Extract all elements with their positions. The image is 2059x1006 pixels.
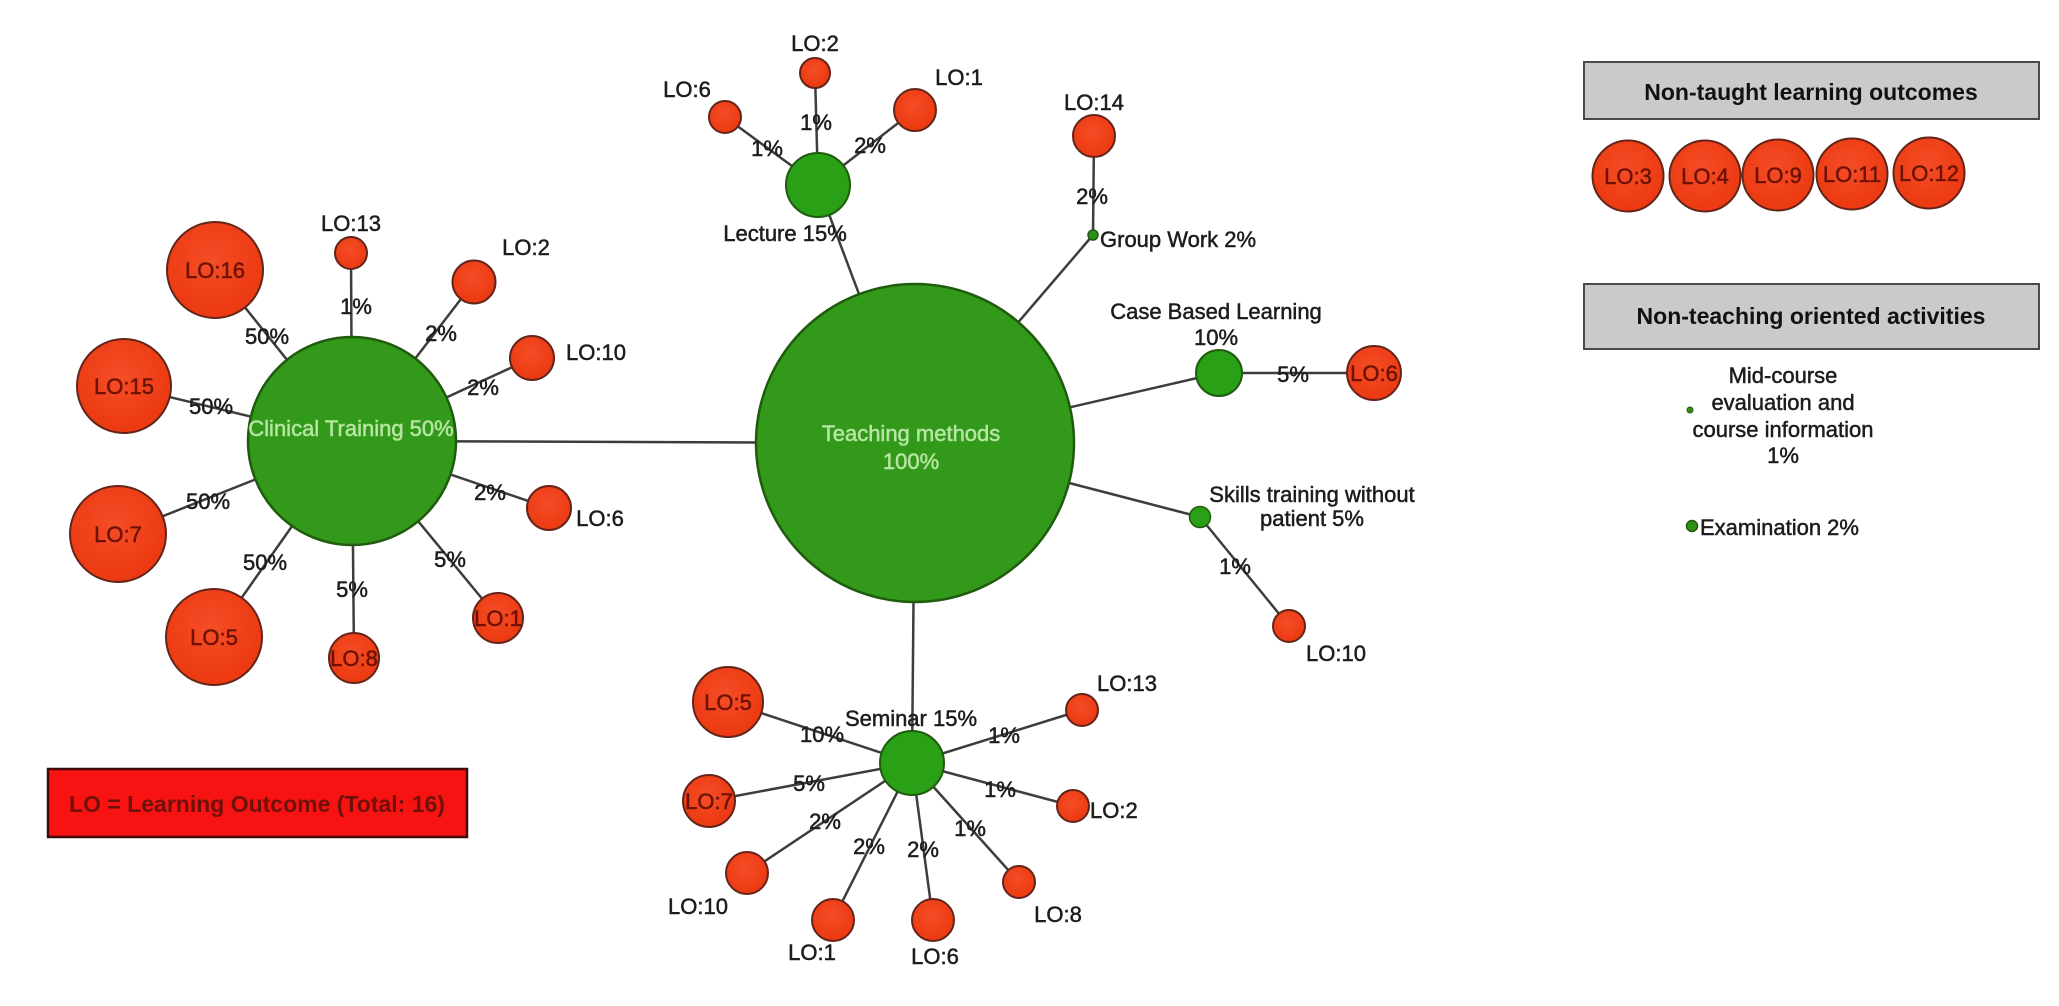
- svg-text:Teaching methods: Teaching methods: [822, 421, 1001, 446]
- svg-text:1%: 1%: [1767, 443, 1799, 468]
- svg-text:10%: 10%: [1194, 325, 1238, 350]
- svg-text:5%: 5%: [336, 577, 368, 602]
- svg-text:2%: 2%: [907, 837, 939, 862]
- svg-text:LO:13: LO:13: [321, 211, 381, 236]
- svg-text:LO:13: LO:13: [1097, 671, 1157, 696]
- svg-text:LO:6: LO:6: [1350, 361, 1398, 386]
- svg-text:Seminar 15%: Seminar 15%: [845, 706, 977, 731]
- svg-text:50%: 50%: [186, 489, 230, 514]
- svg-text:Group Work 2%: Group Work 2%: [1100, 227, 1256, 252]
- svg-text:LO:8: LO:8: [330, 646, 378, 671]
- svg-text:Skills training without: Skills training without: [1209, 482, 1414, 507]
- svg-text:LO:15: LO:15: [94, 374, 154, 399]
- svg-text:2%: 2%: [809, 809, 841, 834]
- svg-text:Non-taught learning outcomes: Non-taught learning outcomes: [1644, 79, 1978, 105]
- svg-text:50%: 50%: [243, 550, 287, 575]
- svg-text:2%: 2%: [854, 133, 886, 158]
- svg-text:50%: 50%: [245, 324, 289, 349]
- svg-text:Case Based Learning: Case Based Learning: [1110, 299, 1322, 324]
- svg-text:2%: 2%: [1076, 184, 1108, 209]
- svg-text:5%: 5%: [793, 771, 825, 796]
- svg-text:LO = Learning Outcome (Total:: LO = Learning Outcome (Total: 16): [69, 791, 445, 817]
- svg-text:LO:2: LO:2: [791, 31, 839, 56]
- svg-text:2%: 2%: [467, 375, 499, 400]
- svg-text:1%: 1%: [1219, 554, 1251, 579]
- svg-text:evaluation and: evaluation and: [1711, 390, 1854, 415]
- svg-text:LO:1: LO:1: [935, 65, 983, 90]
- svg-text:LO:7: LO:7: [685, 789, 733, 814]
- svg-text:10%: 10%: [800, 722, 844, 747]
- svg-text:LO:7: LO:7: [94, 522, 142, 547]
- svg-text:LO:9: LO:9: [1754, 163, 1802, 188]
- svg-text:LO:1: LO:1: [788, 940, 836, 965]
- svg-text:2%: 2%: [425, 321, 457, 346]
- svg-text:LO:12: LO:12: [1899, 161, 1959, 186]
- svg-text:LO:5: LO:5: [190, 625, 238, 650]
- svg-text:LO:6: LO:6: [911, 944, 959, 969]
- svg-text:100%: 100%: [883, 449, 939, 474]
- svg-text:LO:8: LO:8: [1034, 902, 1082, 927]
- svg-text:LO:10: LO:10: [566, 340, 626, 365]
- svg-text:LO:1: LO:1: [474, 606, 522, 631]
- svg-text:LO:11: LO:11: [1823, 162, 1881, 187]
- svg-text:LO:6: LO:6: [663, 77, 711, 102]
- svg-text:LO:6: LO:6: [576, 506, 624, 531]
- svg-text:LO:2: LO:2: [1090, 798, 1138, 823]
- svg-text:1%: 1%: [800, 110, 832, 135]
- svg-text:1%: 1%: [984, 777, 1016, 802]
- svg-text:Lecture 15%: Lecture 15%: [723, 221, 847, 246]
- svg-text:LO:14: LO:14: [1064, 90, 1124, 115]
- svg-text:LO:10: LO:10: [1306, 641, 1366, 666]
- svg-text:50%: 50%: [189, 394, 233, 419]
- svg-text:Mid-course: Mid-course: [1729, 363, 1838, 388]
- svg-text:LO:5: LO:5: [704, 690, 752, 715]
- svg-text:course information: course information: [1693, 417, 1874, 442]
- svg-text:Examination 2%: Examination 2%: [1700, 515, 1859, 540]
- svg-text:1%: 1%: [954, 816, 986, 841]
- svg-text:Non-teaching oriented activiti: Non-teaching oriented activities: [1637, 303, 1986, 329]
- svg-text:LO:16: LO:16: [185, 258, 245, 283]
- svg-text:2%: 2%: [853, 834, 885, 859]
- svg-text:LO:3: LO:3: [1604, 164, 1652, 189]
- svg-text:1%: 1%: [340, 294, 372, 319]
- svg-text:patient 5%: patient 5%: [1260, 506, 1364, 531]
- svg-text:5%: 5%: [434, 547, 466, 572]
- svg-text:5%: 5%: [1277, 362, 1309, 387]
- svg-text:Clinical Training 50%: Clinical Training 50%: [248, 416, 453, 441]
- svg-text:1%: 1%: [751, 136, 783, 161]
- svg-text:2%: 2%: [474, 480, 506, 505]
- svg-text:LO:2: LO:2: [502, 235, 550, 260]
- svg-text:LO:10: LO:10: [668, 894, 728, 919]
- svg-text:1%: 1%: [988, 723, 1020, 748]
- svg-text:LO:4: LO:4: [1681, 164, 1729, 189]
